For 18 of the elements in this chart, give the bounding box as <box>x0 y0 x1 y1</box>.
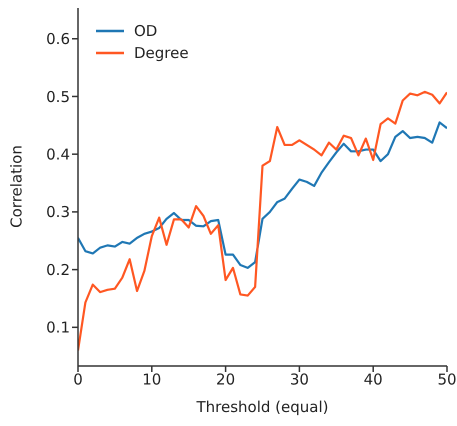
legend-label: Degree <box>134 44 189 62</box>
x-tick-label: 0 <box>73 370 83 389</box>
y-tick-label: 0.3 <box>46 203 70 222</box>
y-tick-label: 0.1 <box>46 318 70 337</box>
x-tick-label: 30 <box>290 370 309 389</box>
x-tick-label: 10 <box>142 370 162 389</box>
x-axis-title: Threshold (equal) <box>195 398 329 416</box>
y-tick-label: 0.4 <box>46 146 70 164</box>
y-tick-label: 0.6 <box>46 30 70 48</box>
y-tick-label: 0.2 <box>46 260 70 279</box>
legend-label: OD <box>134 22 158 40</box>
x-tick-label: 40 <box>364 370 383 389</box>
line-series <box>78 90 447 352</box>
y-axis-title: Correlation <box>7 145 26 228</box>
x-tick-label: 50 <box>437 370 457 389</box>
x-tick-label: 20 <box>216 370 236 389</box>
y-tick-label: 0.5 <box>46 88 70 106</box>
line-series <box>78 121 447 269</box>
